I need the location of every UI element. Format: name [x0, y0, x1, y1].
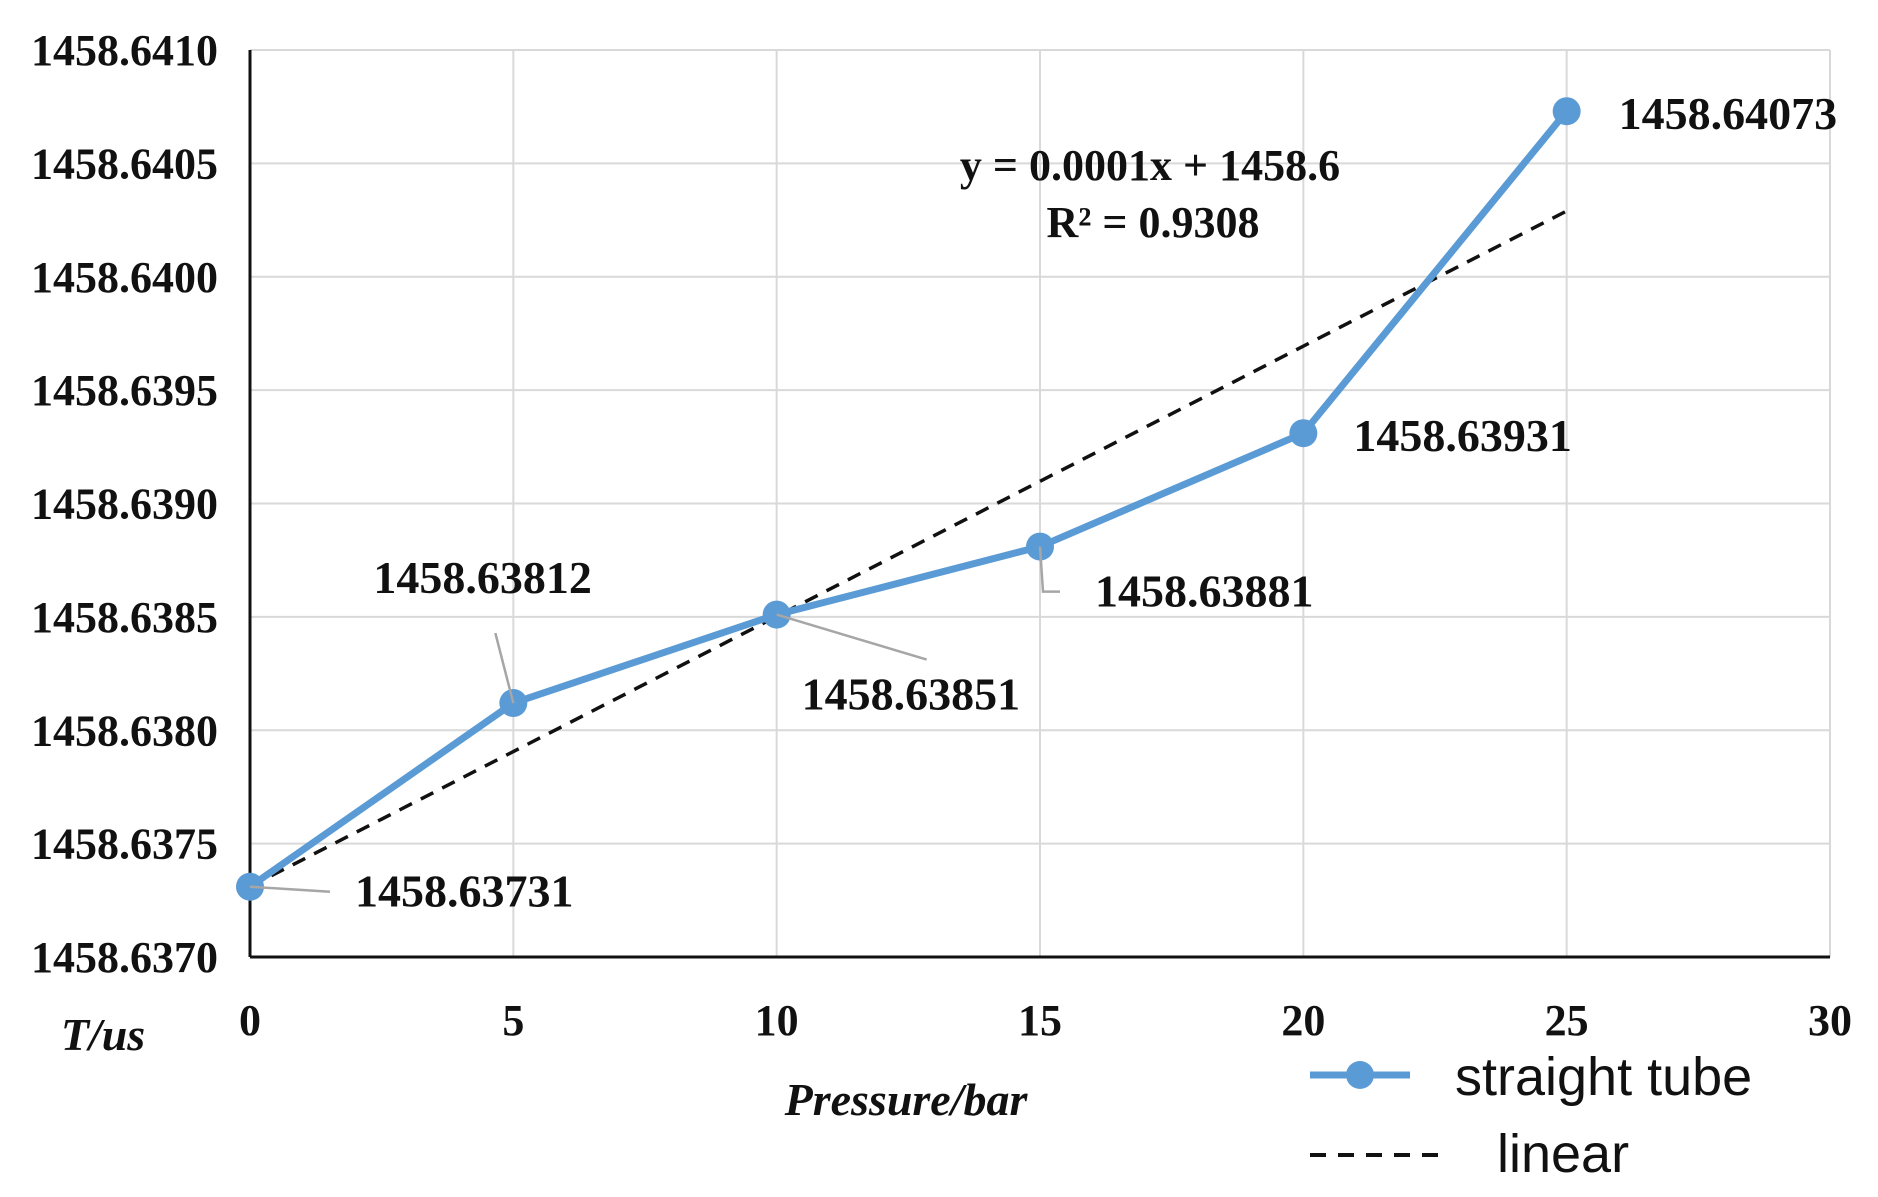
data-label-layer: 1458.63731 1458.63812 1458.63851 1458.63881…: [249, 88, 1838, 917]
y-tick-label: 1458.6380: [31, 706, 218, 755]
axis-layer: 1458.6370 1458.6375 1458.6380 1458.6385 1458…: [31, 26, 1852, 1045]
y-tick-label: 1458.6375: [31, 820, 218, 869]
grid-layer: [250, 49, 1831, 957]
data-label: 1458.63881: [1095, 566, 1314, 617]
data-label-leader: [494, 632, 515, 704]
x-tick-label: 10: [755, 996, 799, 1045]
data-label: 1458.63931: [1353, 410, 1572, 461]
data-label: 1458.63812: [373, 552, 592, 603]
y-tick-label: 1458.6410: [31, 26, 218, 75]
data-point-straight-tube: [1289, 419, 1318, 448]
x-tick-label: 25: [1545, 996, 1589, 1045]
y-tick-label: 1458.6395: [31, 366, 218, 415]
legend-label-straight-tube: straight tube: [1455, 1047, 1752, 1107]
x-tick-label: 30: [1808, 996, 1852, 1045]
data-label: 1458.63731: [355, 866, 574, 917]
data-point-straight-tube: [1552, 97, 1581, 126]
data-label-leader: [1038, 546, 1060, 593]
legend-label-linear: linear: [1497, 1124, 1629, 1184]
x-tick-label: 5: [502, 996, 524, 1045]
y-tick-label: 1458.6400: [31, 253, 218, 302]
data-label-leader: [776, 613, 928, 661]
y-tick-label: 1458.6370: [31, 933, 218, 982]
y-axis-title: T/us: [61, 1009, 145, 1060]
trendline-equation: y = 0.0001x + 1458.6: [960, 141, 1340, 190]
data-label: 1458.64073: [1619, 88, 1838, 139]
legend-marker-straight-tube: [1346, 1061, 1374, 1089]
y-tick-label: 1458.6405: [31, 139, 218, 188]
trendline-r-squared: R² = 0.9308: [1046, 198, 1259, 247]
x-tick-label: 0: [239, 996, 261, 1045]
data-label: 1458.63851: [802, 669, 1021, 720]
series-layer: [236, 97, 1581, 901]
trendline-linear: [249, 209, 1568, 889]
x-axis-title: Pressure/bar: [784, 1074, 1029, 1125]
data-label-leader: [249, 885, 331, 893]
series-line-straight-tube: [247, 109, 1570, 890]
trendline-layer: [249, 209, 1568, 889]
legend: straight tube linear: [1310, 1047, 1752, 1184]
x-tick-label: 15: [1018, 996, 1062, 1045]
y-tick-label: 1458.6385: [31, 593, 218, 642]
y-tick-label: 1458.6390: [31, 480, 218, 529]
x-tick-label: 20: [1281, 996, 1325, 1045]
